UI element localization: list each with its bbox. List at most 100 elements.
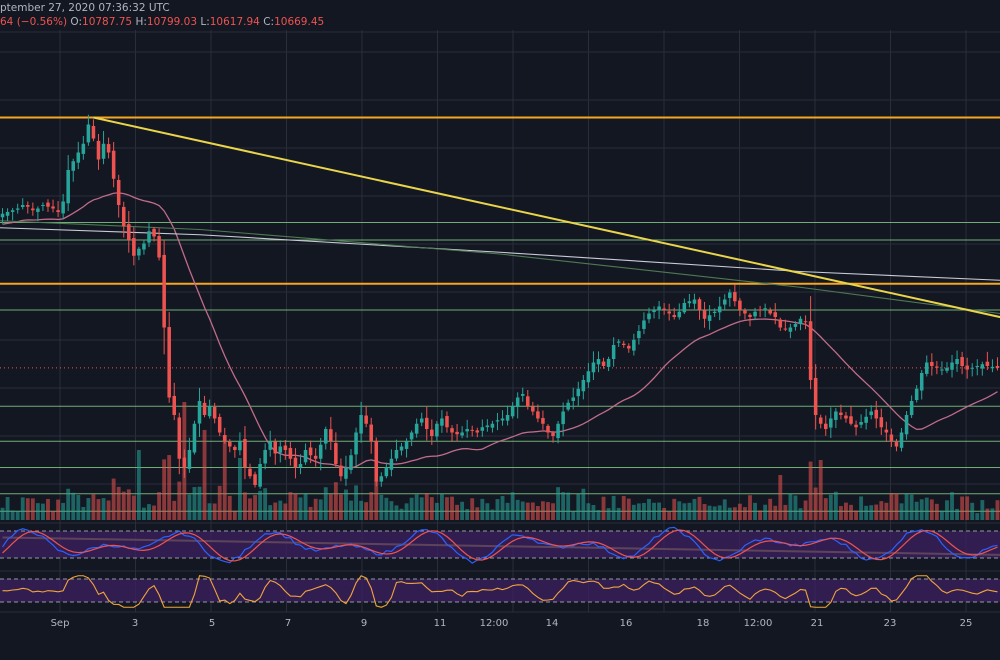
volume-bar	[25, 498, 30, 520]
candle-body	[571, 397, 575, 401]
x-axis-label: 23	[884, 618, 897, 629]
volume-bar	[879, 501, 884, 520]
candle-body	[344, 467, 348, 479]
volume-bar	[298, 497, 303, 520]
candle-body	[536, 411, 540, 419]
x-axis-label: 16	[620, 618, 633, 629]
candle-body	[773, 312, 778, 317]
candle-body	[697, 299, 702, 310]
candle-body	[238, 441, 242, 451]
volume-bar	[818, 460, 823, 520]
volume-bar	[384, 497, 389, 520]
candle-body	[409, 432, 414, 440]
volume-bar	[869, 505, 874, 520]
candle-body	[500, 418, 505, 421]
candle-body	[859, 422, 863, 425]
candle-body	[515, 397, 520, 408]
candle-body	[581, 380, 586, 392]
volume-bar	[147, 504, 151, 520]
candle-body	[566, 402, 570, 410]
volume-bar	[541, 501, 545, 520]
candle-body	[889, 434, 894, 442]
volume-bar	[253, 495, 257, 520]
candle-body	[480, 427, 485, 431]
candle-body	[606, 359, 611, 367]
low-value: 10617.94	[209, 16, 260, 28]
candle-body	[586, 371, 591, 383]
candle-body	[596, 359, 601, 365]
volume-bar	[647, 498, 651, 520]
volume-bar	[990, 508, 995, 520]
volume-bar	[177, 481, 182, 520]
volume-bar	[551, 503, 555, 520]
candle-body	[531, 406, 535, 412]
volume-bar	[621, 496, 626, 520]
candle-body	[318, 444, 323, 459]
volume-bars	[0, 402, 1000, 520]
volume-bar	[505, 502, 510, 520]
candle-body	[177, 417, 182, 459]
x-axis: Sep 3 5 7 9 11 12:00 14 16 18 12:00 21 23 25	[51, 618, 973, 629]
candle-body	[738, 300, 742, 310]
volume-bar	[828, 494, 833, 520]
candle-body	[808, 321, 813, 380]
volume-bar	[0, 507, 5, 520]
candle-body	[414, 423, 419, 434]
volume-bar	[157, 492, 162, 520]
candle-body	[172, 395, 177, 415]
candle-body	[647, 313, 651, 320]
volume-bar	[636, 503, 641, 520]
volume-bar	[940, 510, 944, 520]
candle-body	[56, 210, 60, 212]
header-timestamp: ptember 27, 2020 07:36:32 UTC	[0, 2, 170, 14]
volume-bar	[702, 504, 707, 520]
volume-bar	[480, 498, 485, 520]
volume-bar	[813, 487, 818, 520]
candle-body	[616, 341, 621, 343]
volume-bar	[606, 508, 611, 520]
candle-body	[788, 327, 793, 332]
candle-body	[813, 377, 818, 415]
candle-body	[793, 324, 798, 327]
volume-bar	[414, 494, 419, 520]
volume-bar	[445, 497, 449, 520]
volume-bar	[884, 502, 889, 520]
volume-bar	[864, 505, 869, 520]
candle-body	[369, 424, 373, 442]
volume-bar	[823, 498, 828, 520]
candle-body	[450, 428, 454, 433]
volume-bar	[288, 492, 293, 520]
candle-body	[899, 432, 904, 448]
candle-body	[682, 303, 687, 313]
candle-body	[142, 243, 146, 250]
candle-body	[914, 388, 919, 401]
candle-body	[475, 430, 480, 433]
rsi-panel	[0, 570, 1000, 613]
candle-body	[576, 388, 581, 397]
candle-body	[637, 331, 641, 339]
volume-bar	[10, 510, 15, 520]
x-axis-label: 25	[960, 618, 973, 629]
volume-bar	[303, 493, 308, 520]
candle-body	[657, 306, 661, 311]
candle-body	[849, 416, 853, 424]
volume-bar	[717, 505, 722, 520]
candle-body	[20, 205, 25, 208]
volume-bar	[798, 508, 803, 520]
candles[interactable]	[0, 114, 1000, 489]
candle-body	[728, 292, 732, 298]
candle-body	[632, 339, 636, 351]
rsi-line	[2, 575, 998, 608]
volume-bar	[520, 501, 525, 520]
candle-body	[763, 308, 767, 310]
candle-body	[233, 446, 237, 450]
candle-body	[960, 357, 964, 366]
candle-body	[425, 417, 429, 429]
candle-body	[61, 201, 65, 214]
candle-body	[627, 345, 631, 349]
candle-body	[526, 396, 530, 407]
volume-bar	[455, 504, 459, 520]
